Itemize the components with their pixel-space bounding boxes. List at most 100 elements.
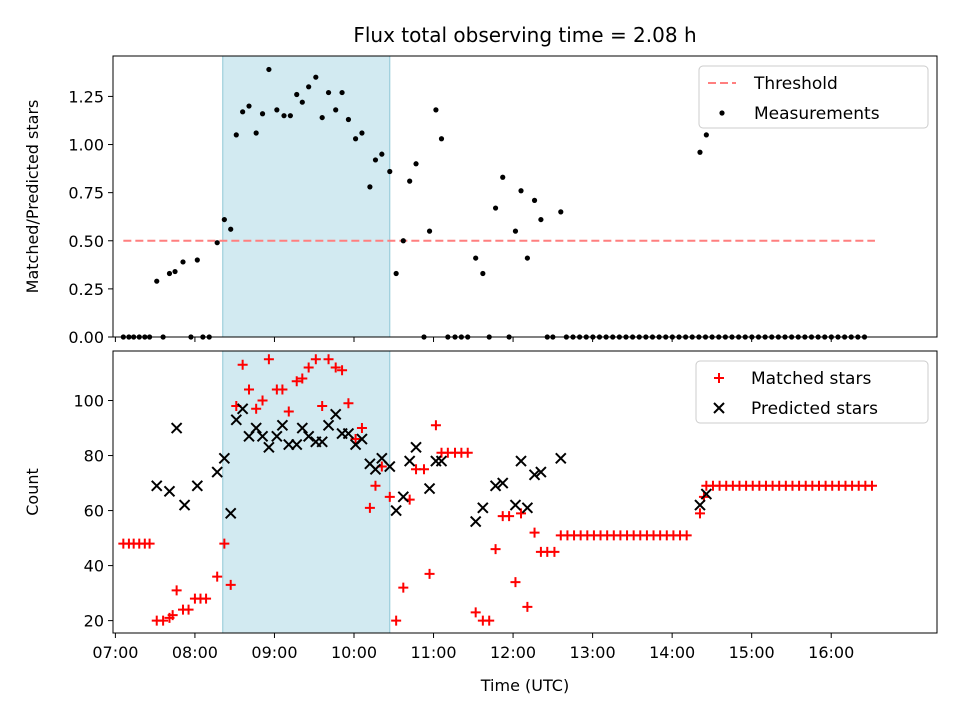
data-point xyxy=(166,270,173,277)
data-point xyxy=(469,515,482,528)
y-tick-label: 0.25 xyxy=(68,280,104,299)
data-point xyxy=(201,593,212,604)
legend-label: Matched stars xyxy=(751,369,871,389)
y-tick-label: 100 xyxy=(73,392,104,411)
data-point xyxy=(263,441,275,454)
data-point xyxy=(393,270,399,277)
data-point xyxy=(250,422,262,434)
data-point xyxy=(433,107,439,113)
data-point xyxy=(350,434,361,445)
data-point xyxy=(391,615,402,626)
data-point xyxy=(694,499,706,511)
bottom-panel-y-label: Count xyxy=(23,468,42,516)
data-point xyxy=(317,401,328,412)
data-point xyxy=(528,469,541,481)
y-tick-label: 60 xyxy=(84,502,104,521)
data-point xyxy=(435,455,448,467)
data-point xyxy=(274,107,280,113)
data-point xyxy=(144,538,155,549)
data-point xyxy=(266,66,272,73)
data-point xyxy=(163,485,176,498)
data-point xyxy=(418,464,429,475)
top-panel-x-ticks xyxy=(114,337,832,342)
data-point xyxy=(172,268,178,275)
bottom-panel-x-axis: 07:00 08:00 09:00 10:00 11:00 12:00 13:00 14:00… xyxy=(92,633,854,662)
data-point xyxy=(212,571,223,582)
data-point xyxy=(283,406,294,417)
data-point xyxy=(387,168,393,175)
data-point xyxy=(313,74,319,80)
data-point xyxy=(257,395,268,406)
data-point xyxy=(316,436,328,448)
data-point xyxy=(410,441,422,454)
data-point xyxy=(356,423,367,434)
bottom-panel-marks xyxy=(118,354,877,626)
x-tick-label: 13:00 xyxy=(570,643,616,662)
data-point xyxy=(225,579,236,590)
data-point xyxy=(477,502,489,514)
data-point xyxy=(372,157,379,163)
data-point xyxy=(356,433,368,445)
data-point xyxy=(178,499,191,511)
data-point xyxy=(219,538,230,549)
y-tick-label: 1.25 xyxy=(68,87,104,106)
data-point xyxy=(303,362,314,373)
legend-label: Predicted stars xyxy=(751,399,878,419)
data-point xyxy=(490,544,501,555)
data-point xyxy=(497,477,509,489)
y-tick-label: 0.00 xyxy=(68,328,104,347)
data-point xyxy=(531,197,538,203)
x-tick-label: 16:00 xyxy=(808,643,854,662)
bottom-panel-legend: Matched stars Predicted stars xyxy=(695,360,929,424)
data-point xyxy=(194,257,200,263)
data-point xyxy=(504,511,515,522)
data-point xyxy=(228,226,234,232)
data-point xyxy=(407,178,413,184)
legend-handle xyxy=(714,373,724,383)
data-point xyxy=(323,354,334,365)
legend-handle xyxy=(713,402,725,414)
x-tick-label: 11:00 xyxy=(410,643,456,662)
data-point xyxy=(529,527,540,538)
bottom-panel: 20 40 60 80 100 07:00 08:00 09:00 10:00 11:00 12:… xyxy=(23,350,938,662)
data-point xyxy=(330,362,341,373)
y-tick-label: 1.00 xyxy=(68,136,104,155)
data-point xyxy=(277,384,288,395)
y-tick-label: 0.75 xyxy=(68,184,104,203)
data-point xyxy=(681,530,692,541)
chart-title: Flux total observing time = 2.08 h xyxy=(353,23,696,47)
x-tick-label: 10:00 xyxy=(331,643,377,662)
data-point xyxy=(319,114,325,121)
data-point xyxy=(214,240,220,246)
data-point xyxy=(697,149,703,155)
data-point xyxy=(367,184,373,190)
data-point xyxy=(218,452,231,465)
data-point xyxy=(171,585,182,596)
series-predicted-stars xyxy=(151,403,713,528)
data-point xyxy=(703,132,709,138)
data-point xyxy=(538,216,544,223)
data-point xyxy=(259,111,266,117)
data-point xyxy=(512,228,519,234)
data-point xyxy=(521,502,534,514)
data-point xyxy=(489,480,502,492)
data-point xyxy=(329,408,342,420)
data-point xyxy=(700,488,713,500)
data-point xyxy=(294,91,300,98)
data-point xyxy=(462,447,473,458)
legend-label: Measurements xyxy=(754,104,880,124)
legend-box xyxy=(695,360,929,424)
data-point xyxy=(256,430,269,442)
data-point xyxy=(271,430,283,442)
data-point xyxy=(694,508,705,519)
y-tick-label: 0.50 xyxy=(68,232,104,251)
data-point xyxy=(211,466,223,478)
x-tick-label: 12:00 xyxy=(490,643,536,662)
data-point xyxy=(236,403,249,415)
data-point xyxy=(549,546,560,557)
data-point xyxy=(322,419,335,431)
x-tick-label: 15:00 xyxy=(729,643,775,662)
data-point xyxy=(364,502,375,513)
data-point xyxy=(291,438,303,451)
data-point xyxy=(500,174,506,180)
